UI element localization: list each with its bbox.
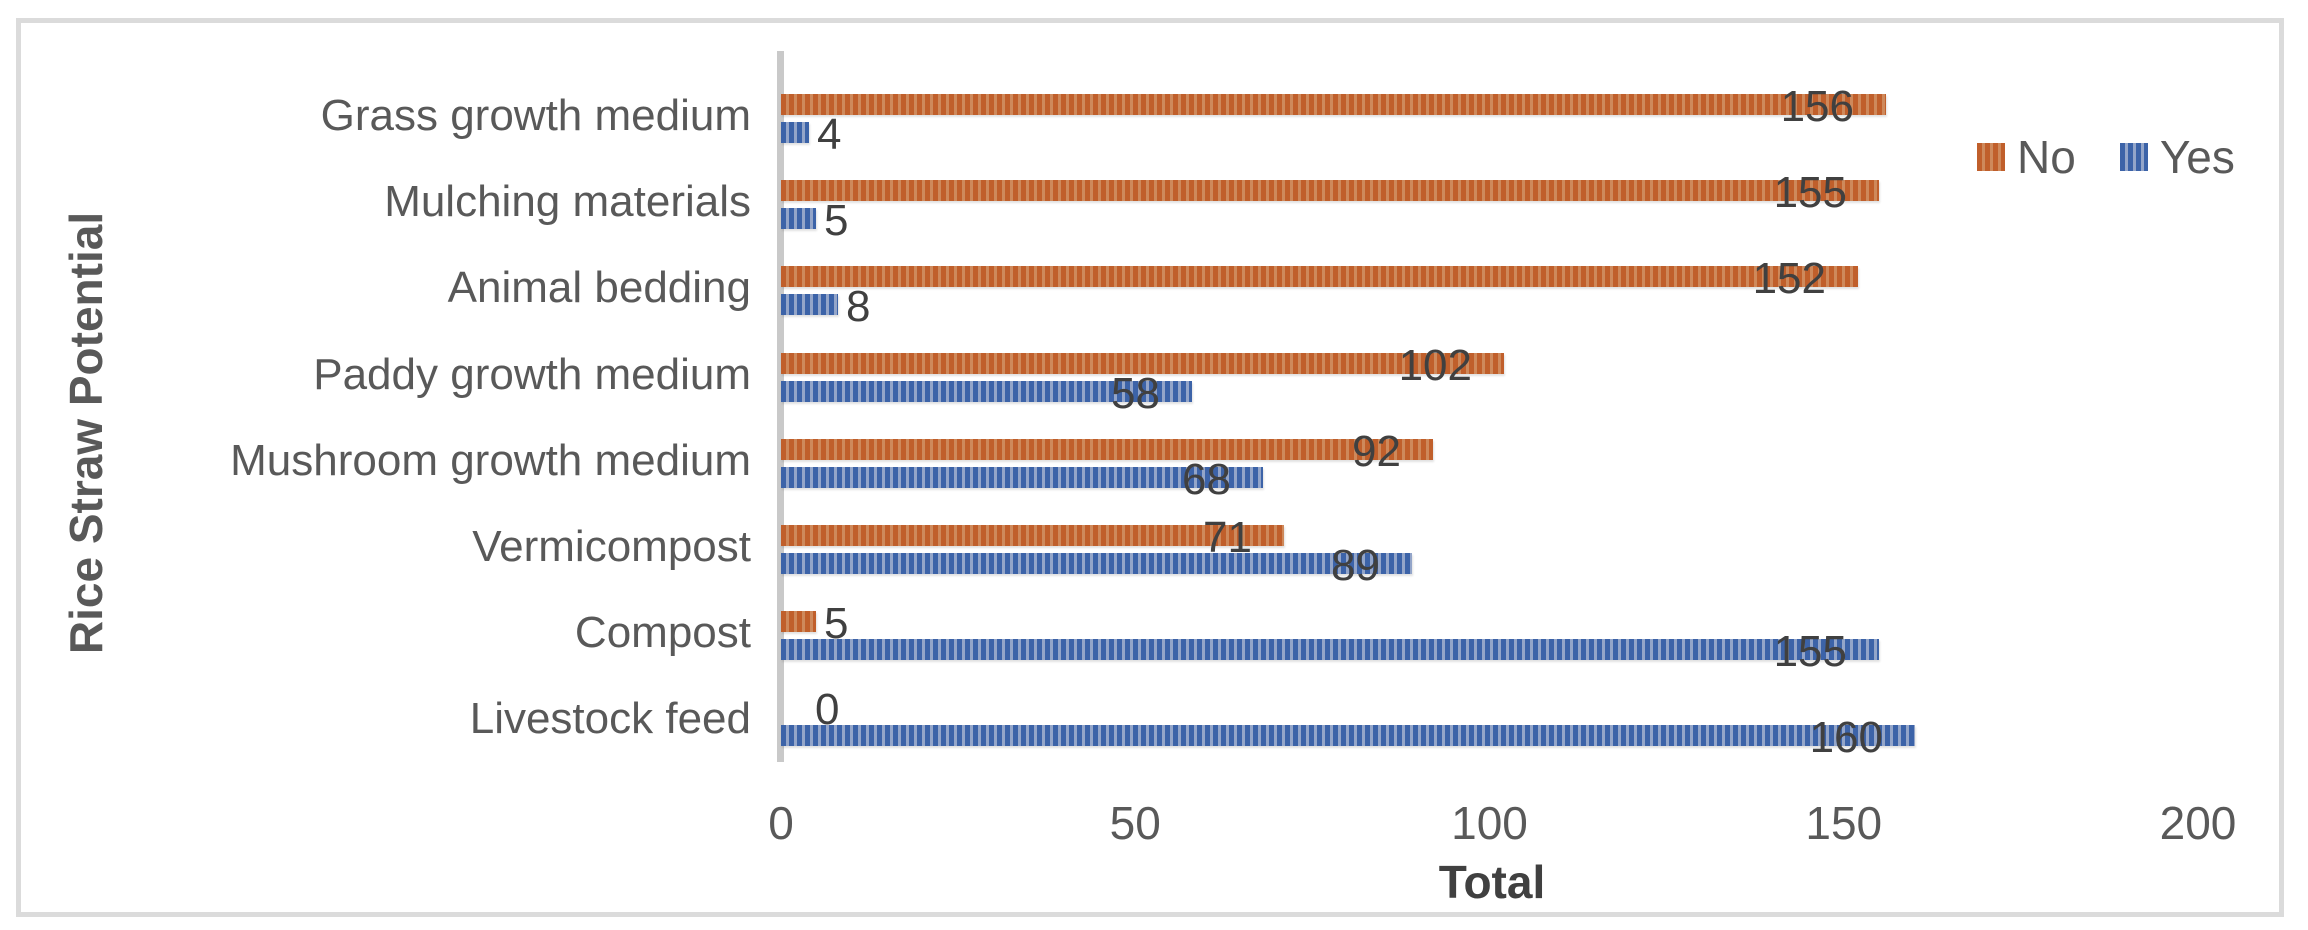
x-axis-title: Total	[1438, 856, 1546, 908]
data-label: 152	[1752, 254, 1826, 304]
legend-label: No	[2017, 131, 2076, 183]
category-label: Animal bedding	[447, 263, 751, 313]
bar-yes-6	[781, 639, 1879, 661]
bar-yes-5	[781, 553, 1412, 574]
y-axis-line	[777, 51, 784, 762]
category-label: Mushroom growth medium	[230, 435, 751, 485]
data-label: 156	[1780, 82, 1854, 131]
category-label: Mulching materials	[384, 177, 751, 227]
bar-no-3	[781, 352, 1504, 374]
data-label: 5	[824, 196, 849, 246]
x-tick-label: 50	[1109, 797, 1161, 849]
data-label: 4	[817, 110, 842, 159]
legend: No Yes	[1977, 133, 2235, 181]
bar-no-1	[781, 180, 1879, 202]
bar-no-5	[781, 525, 1284, 546]
bar-no-0	[781, 94, 1886, 115]
x-tick-label: 200	[2159, 797, 2237, 849]
data-label: 58	[1111, 368, 1160, 418]
bar-no-6	[781, 611, 816, 633]
legend-item-yes: Yes	[2119, 131, 2235, 183]
data-label: 68	[1182, 454, 1231, 504]
legend-swatch-icon	[2119, 143, 2148, 171]
category-label: Vermicompost	[472, 522, 751, 571]
category-label: Compost	[574, 608, 751, 658]
data-label: 160	[1809, 713, 1883, 763]
bar-yes-3	[781, 380, 1192, 402]
data-label: 155	[1773, 168, 1847, 218]
bar-no-2	[781, 266, 1858, 288]
bar-yes-1	[781, 208, 816, 230]
data-label: 92	[1352, 426, 1401, 476]
x-tick-label: 100	[1451, 797, 1528, 849]
data-label: 8	[846, 282, 871, 332]
legend-swatch-icon	[1977, 143, 2005, 171]
category-label: Paddy growth medium	[313, 349, 751, 399]
legend-item-no: No	[1977, 133, 2076, 181]
data-label: 89	[1331, 541, 1380, 590]
chart-frame: Rice Straw Potential Grass growth medium…	[16, 18, 2284, 917]
bar-yes-2	[781, 294, 838, 316]
x-tick-label: 0	[768, 797, 794, 849]
data-label: 102	[1398, 340, 1472, 390]
bar-yes-0	[781, 122, 809, 143]
bar-yes-4	[781, 466, 1263, 488]
category-label: Livestock feed	[469, 694, 751, 744]
x-tick-label: 150	[1805, 797, 1883, 849]
legend-label: Yes	[2159, 131, 2235, 183]
category-label: Grass growth medium	[320, 91, 751, 140]
bar-no-4	[781, 438, 1433, 460]
bar-yes-7	[781, 725, 1915, 747]
data-label: 155	[1773, 627, 1847, 677]
